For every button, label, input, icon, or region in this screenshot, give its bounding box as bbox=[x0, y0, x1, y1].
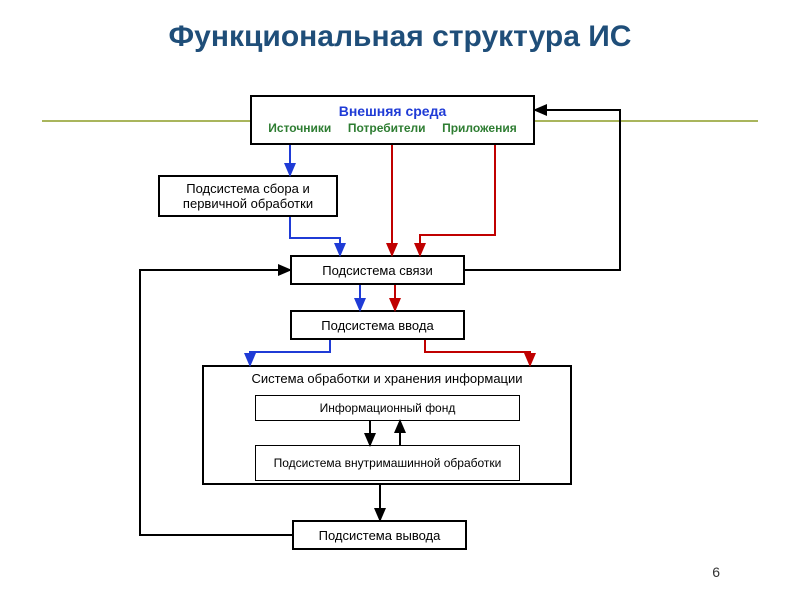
env-sub-consumers: Потребители bbox=[348, 121, 426, 135]
node-info-fund: Информационный фонд bbox=[255, 395, 520, 421]
node-label: Внешняя среда bbox=[252, 101, 533, 119]
node-external-env: Внешняя среда Источники Потребители Прил… bbox=[250, 95, 535, 145]
node-input: Подсистема ввода bbox=[290, 310, 465, 340]
node-label: Подсистема внутримашинной обработки bbox=[256, 456, 519, 470]
node-label: Подсистема вывода bbox=[294, 528, 465, 543]
node-collection: Подсистема сбора и первичной обработки bbox=[158, 175, 338, 217]
connector-layer bbox=[0, 0, 800, 600]
node-label: Информационный фонд bbox=[256, 401, 519, 415]
env-sub-sources: Источники bbox=[268, 121, 331, 135]
node-label: Подсистема сбора и первичной обработки bbox=[160, 181, 336, 211]
node-output: Подсистема вывода bbox=[292, 520, 467, 550]
title-text: Функциональная структура ИС bbox=[169, 20, 632, 53]
node-internal-proc: Подсистема внутримашинной обработки bbox=[255, 445, 520, 481]
node-label: Подсистема ввода bbox=[292, 318, 463, 333]
node-communication: Подсистема связи bbox=[290, 255, 465, 285]
env-sub-row: Источники Потребители Приложения bbox=[252, 119, 533, 139]
node-label: Подсистема связи bbox=[292, 263, 463, 278]
page-title: Функциональная структура ИС bbox=[0, 20, 800, 54]
page-number: 6 bbox=[712, 564, 720, 580]
env-sub-apps: Приложения bbox=[442, 121, 517, 135]
node-label: Система обработки и хранения информации bbox=[204, 367, 570, 395]
